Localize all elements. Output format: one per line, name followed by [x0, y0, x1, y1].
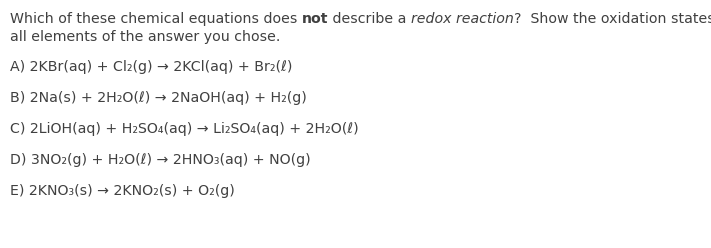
Text: C) 2LiOH(aq) + H₂SO₄(aq) → Li₂SO₄(aq) + 2H₂O(ℓ): C) 2LiOH(aq) + H₂SO₄(aq) → Li₂SO₄(aq) + … [10, 122, 358, 136]
Text: not: not [302, 12, 328, 26]
Text: E) 2KNO₃(s) → 2KNO₂(s) + O₂(g): E) 2KNO₃(s) → 2KNO₂(s) + O₂(g) [10, 184, 235, 198]
Text: D) 3NO₂(g) + H₂O(ℓ) → 2HNO₃(aq) + NO(g): D) 3NO₂(g) + H₂O(ℓ) → 2HNO₃(aq) + NO(g) [10, 153, 311, 167]
Text: ?  Show the oxidation states of: ? Show the oxidation states of [514, 12, 711, 26]
Text: B) 2Na(s) + 2H₂O(ℓ) → 2NaOH(aq) + H₂(g): B) 2Na(s) + 2H₂O(ℓ) → 2NaOH(aq) + H₂(g) [10, 91, 306, 105]
Text: describe a: describe a [328, 12, 411, 26]
Text: redox reaction: redox reaction [411, 12, 514, 26]
Text: all elements of the answer you chose.: all elements of the answer you chose. [10, 30, 280, 44]
Text: A) 2KBr(aq) + Cl₂(g) → 2KCl(aq) + Br₂(ℓ): A) 2KBr(aq) + Cl₂(g) → 2KCl(aq) + Br₂(ℓ) [10, 60, 292, 74]
Text: Which of these chemical equations does: Which of these chemical equations does [10, 12, 302, 26]
